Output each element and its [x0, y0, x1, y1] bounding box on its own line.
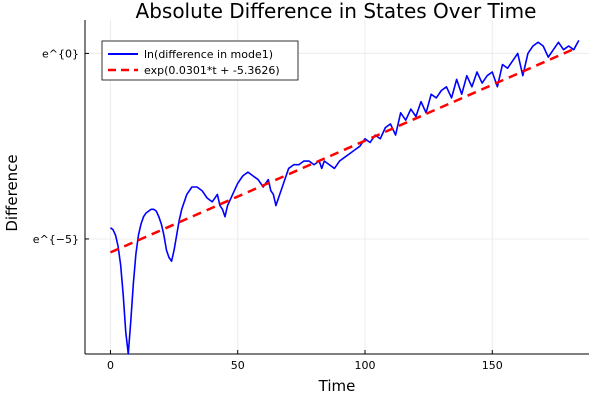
x-tick-label: 0	[107, 359, 114, 372]
series-line-0	[109, 40, 580, 355]
y-axis-label: Difference	[3, 154, 21, 231]
legend-label-series-1: exp(0.0301*t + -5.3626)	[144, 64, 280, 77]
x-tick-label: 50	[231, 359, 245, 372]
legend-box	[101, 40, 299, 81]
x-axis-label: Time	[318, 377, 356, 395]
x-tick-label: 150	[482, 359, 503, 372]
legend-label-series-0: ln(difference in mode1)	[144, 48, 273, 61]
y-tick-label: e^{−5}	[33, 233, 79, 246]
x-tick-label: 100	[355, 359, 376, 372]
y-tick-label: e^{0}	[42, 47, 79, 60]
series-lines	[109, 40, 580, 355]
tick-labels: 0 50 100 150 e^{−5} e^{0}	[33, 47, 503, 372]
axes	[84, 20, 589, 355]
chart-title: Absolute Difference in States Over Time	[136, 0, 537, 23]
legend: ln(difference in mode1) exp(0.0301*t + -…	[101, 40, 299, 81]
series-line-1	[109, 46, 577, 254]
